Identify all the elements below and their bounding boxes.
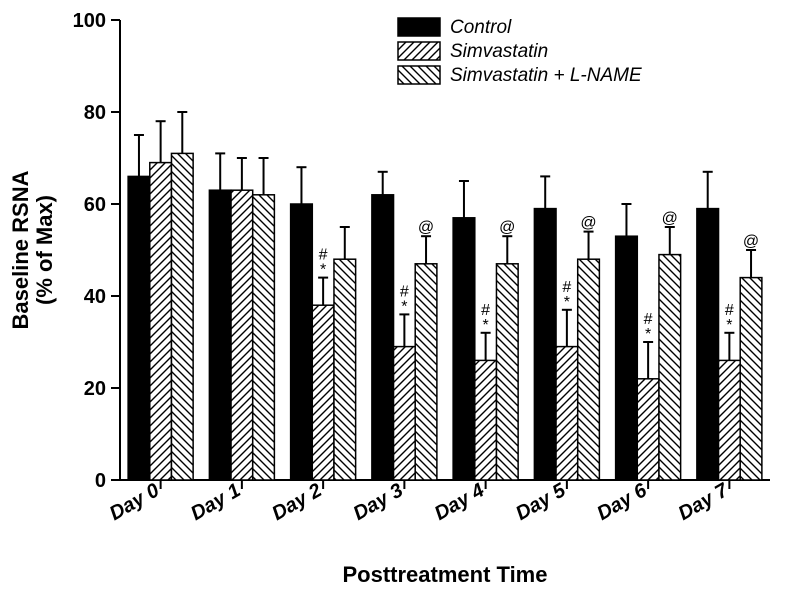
bar-simvastatin xyxy=(719,360,741,480)
bar-simvastatin xyxy=(312,305,334,480)
annotation-star: * xyxy=(320,262,326,279)
y-axis-title: Baseline RSNA(% of Max) xyxy=(8,170,57,329)
legend-label: Simvastatin + L-NAME xyxy=(450,65,642,86)
x-tick-label: Day 4 xyxy=(431,479,488,525)
bar-simv_lname xyxy=(334,259,356,480)
chart-svg: 0 20 40 60 80 100 Baseline RSNA(% of Max) Day 0… xyxy=(0,0,800,605)
bar-simv_lname xyxy=(659,255,681,480)
annotation-at: @ xyxy=(418,219,434,236)
bar-simv_lname xyxy=(415,264,437,480)
x-tick-label: Day 6 xyxy=(593,479,651,525)
annotation-at: @ xyxy=(499,219,515,236)
y-tick-label: 80 xyxy=(84,102,106,124)
bar-chart: 0 20 40 60 80 100 Baseline RSNA(% of Max) Day 0… xyxy=(0,0,800,605)
annotation-star: * xyxy=(401,298,407,315)
bar-control xyxy=(372,195,394,480)
legend-swatch xyxy=(398,42,440,60)
x-tick-label: Day 5 xyxy=(512,479,570,525)
x-axis-title: Posttreatment Time xyxy=(343,562,548,587)
bar-control xyxy=(128,176,150,480)
y-tick-label: 20 xyxy=(84,378,106,400)
annotation-at: @ xyxy=(743,233,759,250)
x-tick-label: Day 7 xyxy=(675,479,733,525)
x-tick-label: Day 2 xyxy=(268,479,325,525)
legend-label: Simvastatin xyxy=(450,41,548,62)
x-tick-label: Day 0 xyxy=(106,479,163,525)
y-tick-label: 100 xyxy=(73,10,106,32)
bar-simvastatin xyxy=(150,163,172,480)
bar-simv_lname xyxy=(253,195,275,480)
annotation-star: * xyxy=(564,294,570,311)
x-tick-label: Day 1 xyxy=(187,479,244,525)
annotation-star: * xyxy=(483,317,489,334)
bar-simv_lname xyxy=(496,264,518,480)
x-tick-label: Day 3 xyxy=(350,479,407,525)
annotation-at: @ xyxy=(662,210,678,227)
y-tick-label: 60 xyxy=(84,194,106,216)
annotation-at: @ xyxy=(580,215,596,232)
bar-simv_lname xyxy=(578,259,600,480)
annotation-star: * xyxy=(726,317,732,334)
bar-control xyxy=(291,204,313,480)
legend-label: Control xyxy=(450,17,512,38)
y-tick-label: 0 xyxy=(95,470,106,492)
y-tick-label: 40 xyxy=(84,286,106,308)
bar-control xyxy=(453,218,475,480)
bar-simv_lname xyxy=(740,278,762,480)
legend-swatch xyxy=(398,66,440,84)
bar-control xyxy=(209,190,231,480)
bar-control xyxy=(697,209,719,480)
bar-simvastatin xyxy=(394,347,416,480)
bar-simvastatin xyxy=(637,379,659,480)
bar-simv_lname xyxy=(171,153,193,480)
bar-control xyxy=(534,209,556,480)
legend-swatch xyxy=(398,18,440,36)
annotation-star: * xyxy=(645,326,651,343)
bar-simvastatin xyxy=(556,347,578,480)
bar-simvastatin xyxy=(231,190,253,480)
bar-control xyxy=(616,236,638,480)
bar-simvastatin xyxy=(475,360,497,480)
